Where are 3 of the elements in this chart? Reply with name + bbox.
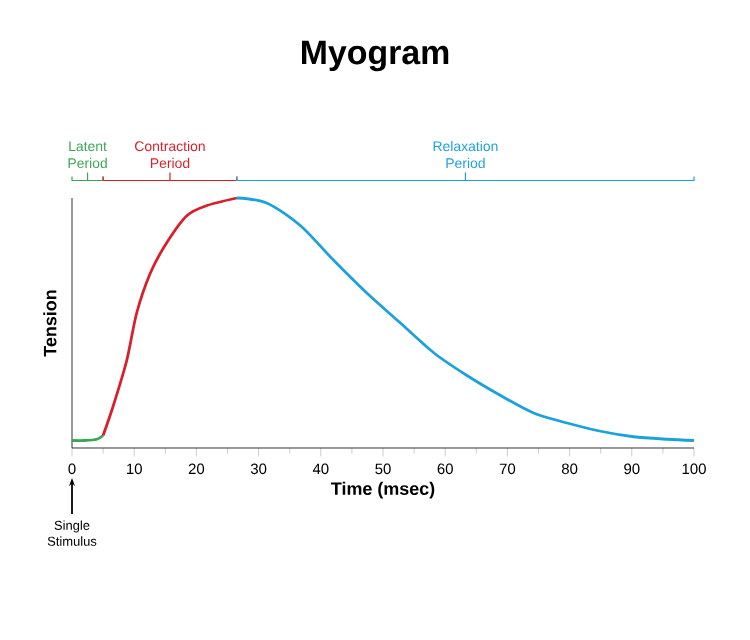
chart-title: Myogram [302, 40, 449, 72]
x-axis-title: Time (msec) [331, 481, 435, 499]
y-axis-title: Tension [43, 290, 57, 357]
